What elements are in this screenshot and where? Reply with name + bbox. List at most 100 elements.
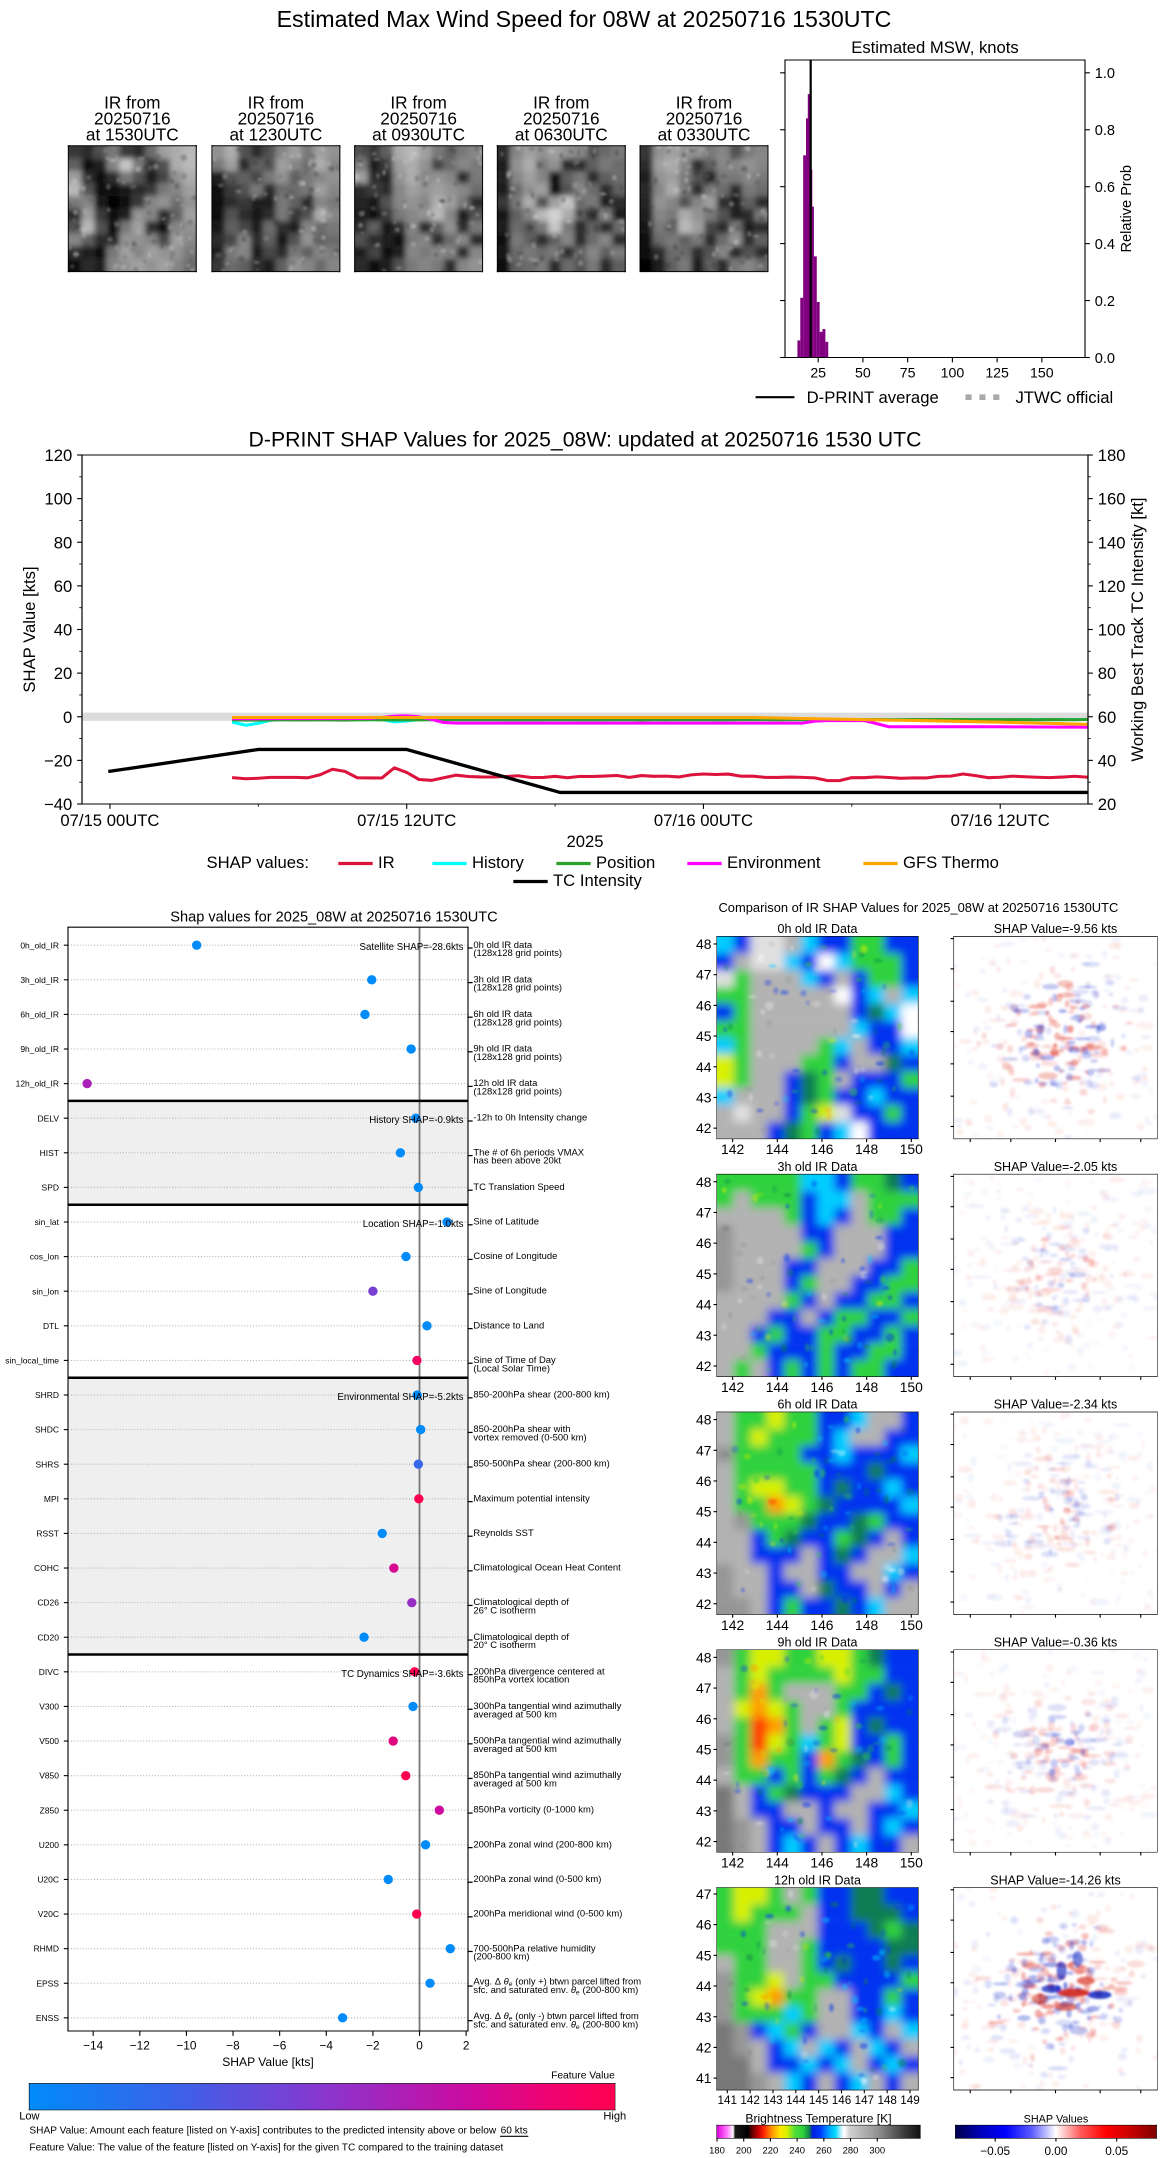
svg-text:850hPa tangential wind azimuth: 850hPa tangential wind azimuthally	[473, 1770, 621, 1781]
svg-text:12h old IR Data: 12h old IR Data	[774, 1873, 861, 1887]
svg-text:JTWC official: JTWC official	[1015, 388, 1113, 407]
svg-text:Estimated MSW, knots: Estimated MSW, knots	[851, 38, 1019, 57]
svg-text:Sine of Time of Day: Sine of Time of Day	[473, 1355, 556, 1366]
svg-text:20250716: 20250716	[380, 109, 457, 129]
svg-text:SHAP Value=-2.05 kts: SHAP Value=-2.05 kts	[994, 1160, 1118, 1174]
svg-text:148: 148	[855, 1379, 878, 1395]
svg-text:46: 46	[696, 1235, 712, 1251]
svg-text:20250716: 20250716	[666, 109, 743, 129]
svg-text:280: 280	[843, 2145, 859, 2156]
svg-text:A v g .: A v g . Δ ( o n l y + ) b t w n p a r	[473, 1965, 646, 1990]
svg-text:200hPa zonal wind (200-800 km): 200hPa zonal wind (200-800 km)	[473, 1839, 612, 1850]
svg-text:V850: V850	[39, 1771, 59, 1781]
svg-text:Sine of Longitude: Sine of Longitude	[473, 1286, 546, 1297]
svg-text:HIST: HIST	[40, 1148, 59, 1158]
svg-text:43: 43	[696, 1327, 712, 1343]
svg-text:125: 125	[985, 365, 1009, 381]
svg-text:45: 45	[696, 1266, 712, 1282]
svg-text:145: 145	[809, 2094, 828, 2107]
svg-text:Feature Value: Feature Value	[551, 2071, 615, 2082]
svg-text:DELV: DELV	[37, 1113, 59, 1123]
svg-text:averaged at 500 km: averaged at 500 km	[473, 1778, 557, 1789]
svg-text:Relative Prob: Relative Prob	[1119, 165, 1135, 253]
svg-text:−4: −4	[320, 2038, 334, 2052]
svg-text:50: 50	[855, 365, 871, 381]
svg-text:47: 47	[696, 967, 712, 983]
svg-text:0.00: 0.00	[1044, 2144, 1067, 2158]
svg-text:700-500hPa relative humidity: 700-500hPa relative humidity	[473, 1943, 596, 1954]
svg-text:SHDC: SHDC	[35, 1425, 59, 1435]
svg-text:300: 300	[869, 2145, 885, 2156]
svg-text:100: 100	[44, 490, 72, 509]
svg-text:Sine of Latitude: Sine of Latitude	[473, 1216, 539, 1227]
svg-text:V20C: V20C	[38, 1909, 59, 1919]
svg-text:High: High	[603, 2110, 626, 2122]
svg-text:averaged at 500 km: averaged at 500 km	[473, 1744, 557, 1755]
svg-text:0: 0	[63, 708, 72, 727]
svg-text:SHAP Value: Amount each featur: SHAP Value: Amount each feature [listed …	[29, 2126, 496, 2137]
svg-text:Climatological Ocean Heat Cont: Climatological Ocean Heat Content	[473, 1562, 621, 1573]
svg-text:75: 75	[900, 365, 916, 381]
svg-text:CD20: CD20	[37, 1632, 59, 1642]
svg-text:at 0330UTC: at 0330UTC	[658, 125, 751, 145]
svg-text:47: 47	[696, 1442, 712, 1458]
svg-text:History SHAP=-0.9kts: History SHAP=-0.9kts	[369, 1115, 463, 1126]
svg-text:45: 45	[696, 1741, 712, 1757]
svg-text:COHC: COHC	[34, 1563, 59, 1573]
svg-text:850-200hPa shear (200-800 km): 850-200hPa shear (200-800 km)	[473, 1389, 609, 1400]
svg-text:V500: V500	[39, 1736, 59, 1746]
svg-text:20250716: 20250716	[238, 109, 315, 129]
svg-text:averaged at 500 km: averaged at 500 km	[473, 1709, 557, 1720]
svg-text:DIVC: DIVC	[39, 1667, 59, 1677]
svg-text:TC Intensity: TC Intensity	[553, 871, 643, 890]
svg-text:Working Best Track TC Intensit: Working Best Track TC Intensity [kt]	[1128, 497, 1147, 761]
svg-text:43: 43	[696, 1089, 712, 1105]
svg-text:sin_lat: sin_lat	[34, 1217, 59, 1227]
svg-text:20250716: 20250716	[523, 109, 600, 129]
svg-text:IR from: IR from	[676, 93, 732, 113]
svg-text:142: 142	[721, 1855, 744, 1871]
svg-text:TC Dynamics SHAP=-3.6kts: TC Dynamics SHAP=-3.6kts	[341, 1669, 463, 1680]
svg-text:−0.05: −0.05	[980, 2144, 1010, 2158]
svg-text:42: 42	[696, 1120, 712, 1136]
svg-text:142: 142	[721, 1141, 744, 1157]
svg-text:20250716: 20250716	[94, 109, 171, 129]
svg-text:150: 150	[900, 1617, 923, 1633]
svg-text:146: 146	[810, 1379, 833, 1395]
svg-text:148: 148	[855, 1141, 878, 1157]
svg-text:300hPa tangential wind azimuth: 300hPa tangential wind azimuthally	[473, 1701, 621, 1712]
svg-text:3h old IR Data: 3h old IR Data	[778, 1160, 858, 1174]
svg-text:80: 80	[54, 533, 73, 552]
svg-text:IR from: IR from	[390, 93, 446, 113]
svg-text:−12: −12	[130, 2038, 150, 2052]
svg-text:48: 48	[696, 1649, 712, 1665]
svg-text:148: 148	[855, 1855, 878, 1871]
svg-text:144: 144	[766, 1141, 789, 1157]
svg-text:Cosine of Longitude: Cosine of Longitude	[473, 1251, 557, 1262]
svg-text:07/16 12UTC: 07/16 12UTC	[951, 811, 1050, 830]
svg-text:146: 146	[832, 2094, 851, 2107]
svg-text:07/15 12UTC: 07/15 12UTC	[357, 811, 456, 830]
svg-text:146: 146	[810, 1855, 833, 1871]
svg-text:141: 141	[718, 2094, 737, 2107]
svg-text:146: 146	[810, 1617, 833, 1633]
svg-text:0.4: 0.4	[1095, 237, 1115, 253]
svg-text:IR from: IR from	[533, 93, 589, 113]
svg-text:200: 200	[736, 2145, 752, 2156]
svg-text:SHAP Value=-0.36 kts: SHAP Value=-0.36 kts	[994, 1636, 1118, 1650]
svg-text:(128x128 grid points): (128x128 grid points)	[473, 1086, 562, 1097]
svg-text:Maximum potential intensity: Maximum potential intensity	[473, 1493, 590, 1504]
svg-text:cos_lon: cos_lon	[30, 1252, 59, 1262]
svg-text:vortex removed (0-500 km): vortex removed (0-500 km)	[473, 1432, 586, 1443]
svg-text:148: 148	[877, 2094, 896, 2107]
svg-text:44: 44	[696, 1978, 712, 1994]
svg-text:149: 149	[900, 2094, 919, 2107]
svg-text:at 1530UTC: at 1530UTC	[86, 125, 179, 145]
svg-text:0: 0	[416, 2038, 423, 2052]
svg-text:at 1230UTC: at 1230UTC	[229, 125, 322, 145]
svg-text:D-PRINT SHAP Values for 2025_0: D-PRINT SHAP Values for 2025_08W: update…	[249, 428, 922, 452]
svg-text:IR from: IR from	[104, 93, 160, 113]
svg-text:850hPa vortex location: 850hPa vortex location	[473, 1675, 569, 1686]
svg-text:DTL: DTL	[43, 1321, 59, 1331]
svg-text:144: 144	[766, 1379, 789, 1395]
